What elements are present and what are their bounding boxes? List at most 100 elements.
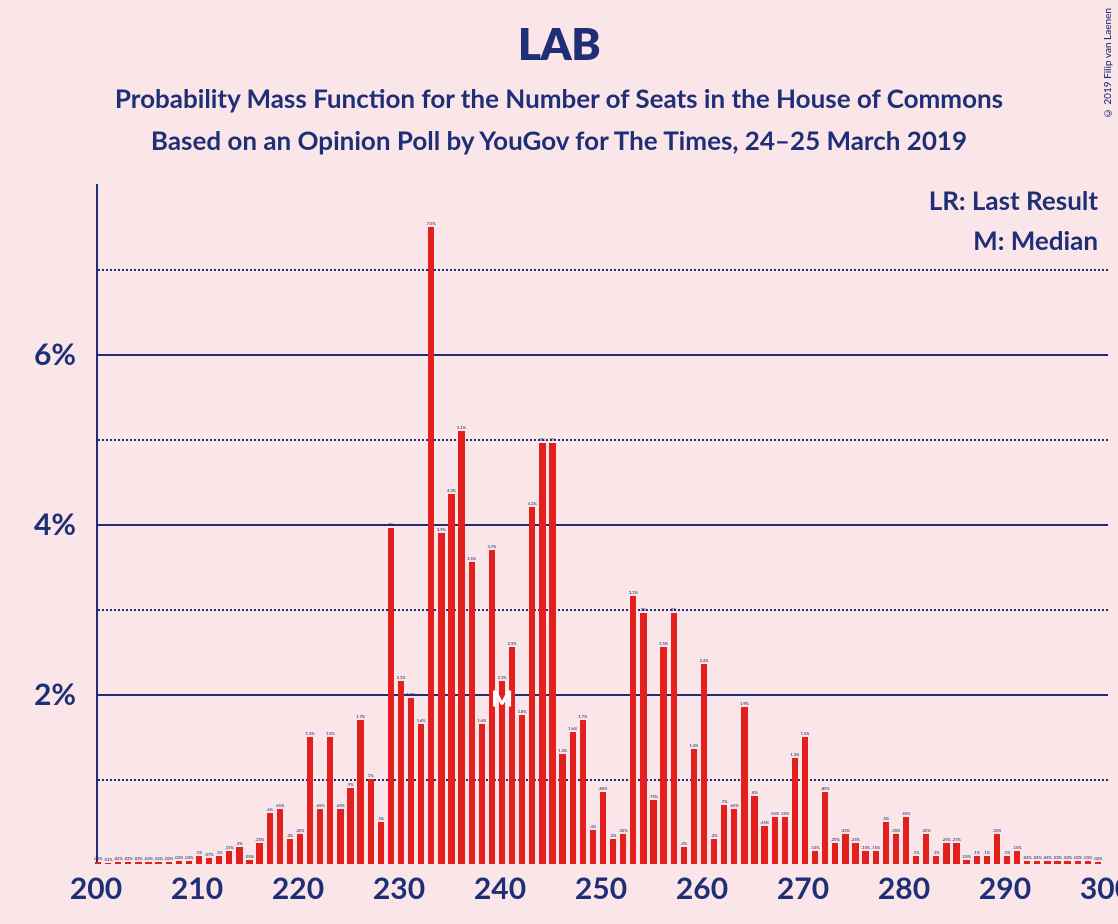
bar-value-label: .15% [871, 845, 880, 851]
bar: 2.1% [398, 681, 404, 864]
bar-value-label: .25% [942, 837, 951, 843]
bar-value-label: .35% [841, 828, 850, 834]
x-tick-label: 200 [70, 870, 122, 906]
bar-value-label: .5% [883, 816, 890, 822]
bar-value-label: .05% [962, 854, 971, 860]
bar-value-label: .07% [205, 852, 214, 858]
bar-value-label: .1% [973, 850, 980, 856]
bar-value-label: .3% [711, 833, 718, 839]
bar: 2.5% [660, 647, 666, 864]
legend-median: M: Median [929, 224, 1098, 256]
bar: 2.1% [499, 681, 505, 864]
bar-value-label: .15% [1013, 845, 1022, 851]
bar: .1% [196, 856, 202, 865]
bar-value-label: 2.5% [508, 641, 517, 647]
bar-value-label: .25% [255, 837, 264, 843]
bar-value-label: .02% [114, 856, 123, 862]
x-tick-label: 290 [979, 870, 1031, 906]
bar-value-label: .5% [378, 816, 385, 822]
bar-value-label: .15% [225, 845, 234, 851]
bar: .5% [378, 822, 384, 865]
bar: 5% [549, 443, 555, 864]
bar-value-label: .04% [184, 855, 193, 861]
chart-subtitle-1: Probability Mass Function for the Number… [0, 82, 1118, 114]
bar-value-label: 1.9% [407, 692, 416, 698]
x-tick-label: 260 [676, 870, 728, 906]
legend: LR: Last Result M: Median [929, 184, 1098, 264]
bar: .35% [994, 834, 1000, 864]
bar: 1.5% [327, 737, 333, 865]
legend-last-result: LR: Last Result [929, 184, 1098, 216]
bar: .35% [923, 834, 929, 864]
y-tick-label: 2% [34, 676, 76, 712]
x-tick-label: 240 [474, 870, 526, 906]
x-tick-label: 270 [777, 870, 829, 906]
bar-value-label: 2.1% [498, 675, 507, 681]
x-tick-label: 250 [575, 870, 627, 906]
plot-area: .02%.01%.02%.02%.02%.02%.02%.02%.03%.04%… [96, 184, 1106, 864]
bar: .65% [317, 809, 323, 864]
bar-value-label: .55% [780, 811, 789, 817]
bar: .1% [1004, 856, 1010, 865]
bar-value-label: .65% [730, 803, 739, 809]
bar-value-label: .15% [861, 845, 870, 851]
copyright-text: © 2019 Filip van Laenen [1102, 8, 1114, 119]
bar-value-label: .01% [104, 857, 113, 863]
bar-value-label: .55% [902, 811, 911, 817]
bar-value-label: .35% [891, 828, 900, 834]
bar: 1.6% [570, 732, 576, 864]
bar: 1.5% [802, 737, 808, 865]
bar: .25% [953, 843, 959, 864]
x-axis: 200210220230240250260270280290300 [96, 864, 1106, 908]
bar: .3% [287, 839, 293, 865]
bar-value-label: .65% [316, 803, 325, 809]
bar: .35% [893, 834, 899, 864]
bar-value-label: 1% [368, 773, 374, 779]
bar-value-label: 2.1% [397, 675, 406, 681]
bar: .5% [883, 822, 889, 865]
bar: .9% [347, 788, 353, 865]
bar-value-label: .3% [287, 833, 294, 839]
bar-value-label: .45% [760, 820, 769, 826]
bar: 1.6% [418, 724, 424, 864]
bar: .85% [600, 792, 606, 864]
bar-value-label: 1.9% [740, 701, 749, 707]
bar: 1.7% [357, 720, 363, 865]
bar-value-label: .65% [336, 803, 345, 809]
bar-value-label: .9% [347, 782, 354, 788]
bar: 1.9% [741, 707, 747, 864]
bar-value-label: 4% [388, 522, 394, 528]
bar-value-label: 3.5% [467, 556, 476, 562]
bar: .15% [812, 851, 818, 864]
bar: .8% [751, 796, 757, 864]
bar-value-label: .7% [721, 799, 728, 805]
bar-value-label: .3% [610, 833, 617, 839]
bar: 2.4% [701, 664, 707, 864]
bar: .25% [256, 843, 262, 864]
bar-value-label: 1.3% [558, 748, 567, 754]
bar-value-label: .02% [1093, 856, 1102, 862]
bar-value-label: .05% [245, 854, 254, 860]
bar: .15% [1014, 851, 1020, 864]
bar-value-label: 3% [671, 607, 677, 613]
bar: .25% [943, 843, 949, 864]
bar-value-label: .4% [590, 824, 597, 830]
x-tick-label: 220 [272, 870, 324, 906]
bar-value-label: .35% [992, 828, 1001, 834]
bar-value-label: 1.6% [568, 726, 577, 732]
bar-value-label: .02% [164, 856, 173, 862]
bar-value-label: .65% [275, 803, 284, 809]
bar-value-label: .1% [196, 850, 203, 856]
bar: .85% [822, 792, 828, 864]
bar-value-label: .25% [831, 837, 840, 843]
bar-value-label: .35% [619, 828, 628, 834]
bar: .2% [681, 847, 687, 864]
bar-container: .02%.01%.02%.02%.02%.02%.02%.02%.03%.04%… [98, 184, 1108, 864]
bar-value-label: .2% [236, 841, 243, 847]
bar-value-label: 3% [641, 607, 647, 613]
bar: .35% [620, 834, 626, 864]
bar-value-label: .1% [984, 850, 991, 856]
bar: .2% [236, 847, 242, 864]
bar-value-label: .1% [933, 850, 940, 856]
bar: 4.2% [529, 507, 535, 864]
